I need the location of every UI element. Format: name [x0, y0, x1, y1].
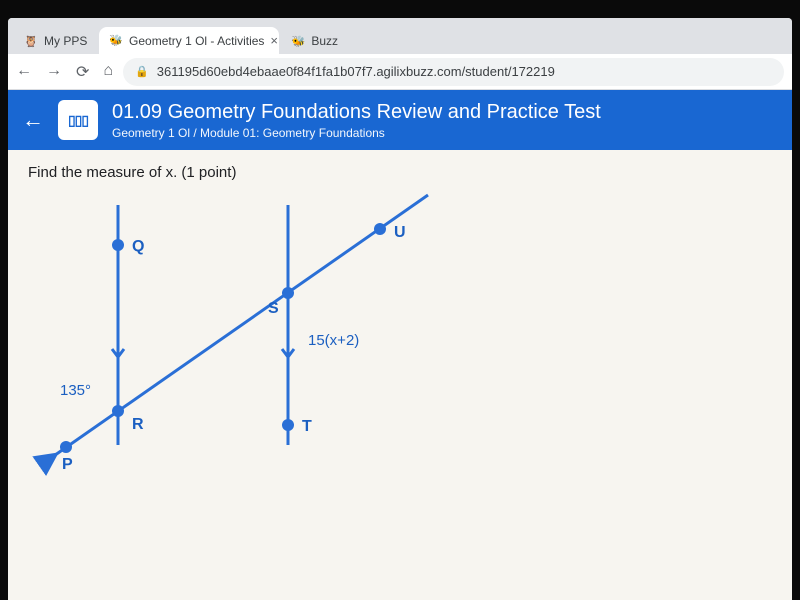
breadcrumb: Geometry 1 Ol / Module 01: Geometry Foun… [112, 126, 601, 140]
tab-favicon: 🐝 [291, 34, 305, 48]
tab-label: Buzz [311, 34, 338, 48]
url-text: 361195d60ebd4ebaae0f84f1fa1b07f7.agilixb… [157, 64, 555, 79]
svg-text:T: T [302, 418, 312, 435]
tab-favicon: 🦉 [24, 34, 38, 48]
close-icon[interactable]: × [270, 33, 278, 48]
svg-text:P: P [62, 456, 73, 473]
svg-text:15(x+2): 15(x+2) [308, 332, 359, 349]
browser-tab[interactable]: 🦉 My PPS [14, 28, 97, 54]
svg-text:R: R [132, 416, 144, 433]
activity-type-icon: ▯▯▯ [58, 100, 98, 140]
reload-icon[interactable]: ⟳ [76, 62, 89, 82]
back-icon[interactable]: ← [16, 62, 32, 82]
activity-header: ← ▯▯▯ 01.09 Geometry Foundations Review … [8, 90, 792, 150]
geometry-figure: Q R S T U P 135° 15(x+2) [8, 185, 478, 485]
lock-icon: 🔒 [135, 65, 149, 78]
back-arrow-icon[interactable]: ← [22, 107, 44, 133]
browser-tab[interactable]: 🐝 Buzz [281, 28, 348, 54]
svg-text:S: S [268, 300, 279, 317]
address-bar[interactable]: 🔒 361195d60ebd4ebaae0f84f1fa1b07f7.agili… [123, 58, 784, 86]
browser-tab[interactable]: 🐝 Geometry 1 Ol - Activities × [99, 27, 279, 54]
svg-text:U: U [394, 224, 406, 241]
activity-title: 01.09 Geometry Foundations Review and Pr… [112, 101, 601, 124]
forward-icon[interactable]: → [46, 62, 62, 82]
home-icon[interactable]: ⌂ [103, 62, 113, 82]
figure-canvas: Q R S T U P 135° 15(x+2) [8, 185, 792, 600]
browser-toolbar: ← → ⟳ ⌂ 🔒 361195d60ebd4ebaae0f84f1fa1b07… [8, 54, 792, 90]
browser-tabbar: 🦉 My PPS 🐝 Geometry 1 Ol - Activities × … [8, 18, 792, 54]
tab-label: Geometry 1 Ol - Activities [129, 34, 264, 48]
tab-label: My PPS [44, 34, 87, 48]
tab-favicon: 🐝 [109, 34, 123, 48]
svg-text:Q: Q [132, 238, 144, 255]
svg-text:135°: 135° [60, 382, 91, 399]
question-text: Find the measure of x. (1 point) [8, 150, 792, 185]
